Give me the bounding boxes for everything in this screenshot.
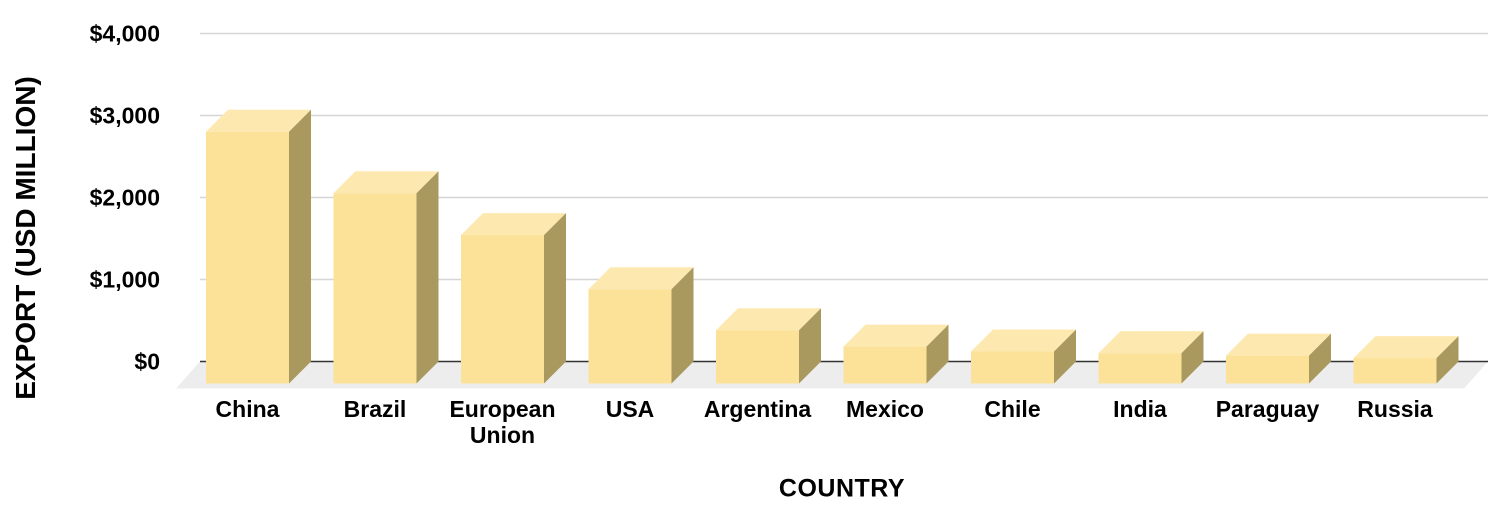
bar-top-usa: [588, 267, 694, 290]
bar-top-mexico: [843, 324, 949, 347]
bar-top-russia: [1353, 336, 1459, 359]
y-tick-label-3000: $3,000: [90, 103, 160, 129]
category-label-russia: Russia: [1357, 396, 1433, 422]
category-label-brazil: Brazil: [344, 396, 407, 422]
bar-side-argentina: [799, 308, 821, 384]
bar-argentina: [716, 330, 799, 384]
category-label-usa: USA: [606, 396, 655, 422]
bar-side-chile: [1054, 329, 1076, 384]
y-tick-label-2000: $2,000: [90, 185, 160, 211]
bar-china: [206, 131, 289, 384]
category-label-mexico: Mexico: [846, 396, 924, 422]
bar-top-argentina: [716, 308, 821, 331]
bar-side-china: [289, 109, 311, 384]
bar-european-union: [461, 235, 544, 384]
category-label-argentina: Argentina: [704, 396, 812, 422]
bar-top-china: [206, 109, 311, 132]
category-label-china: China: [216, 396, 280, 422]
bar-side-usa: [671, 267, 694, 384]
bar-paraguay: [1226, 355, 1309, 384]
bar-chile: [971, 351, 1054, 384]
y-tick-label-1000: $1,000: [90, 267, 160, 293]
bar-brazil: [333, 193, 417, 384]
bar-russia: [1353, 358, 1437, 384]
bar-side-brazil: [416, 171, 439, 384]
bar-top-paraguay: [1226, 333, 1331, 356]
category-label-paraguay: Paraguay: [1216, 396, 1320, 422]
bar-side-european-union: [544, 213, 566, 384]
category-label-chile: Chile: [984, 396, 1040, 422]
bar-side-russia: [1436, 336, 1459, 384]
bar-mexico: [843, 346, 927, 384]
category-label-india: India: [1113, 396, 1167, 422]
bar-india: [1098, 353, 1182, 384]
bar-usa: [588, 289, 672, 384]
bar-side-paraguay: [1309, 333, 1331, 384]
bar-side-india: [1181, 331, 1204, 384]
y-tick-label-0: $0: [134, 349, 160, 375]
category-label-european-union: European Union: [449, 396, 555, 448]
bar-top-european-union: [461, 213, 566, 236]
y-tick-label-4000: $4,000: [90, 21, 160, 47]
bar-top-india: [1098, 331, 1204, 354]
bar-top-chile: [971, 329, 1076, 352]
bar-side-mexico: [926, 324, 949, 384]
bar-top-brazil: [333, 171, 439, 194]
x-axis-title: COUNTRY: [778, 474, 906, 503]
